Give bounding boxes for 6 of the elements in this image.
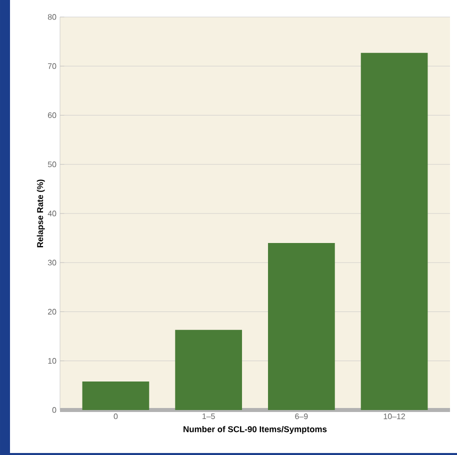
bar: [360, 52, 428, 410]
y-axis-title: Relapse Rate (%): [36, 180, 45, 248]
bar: [175, 330, 242, 410]
bar: [82, 381, 150, 410]
bar: [268, 242, 335, 410]
x-axis-title: Number of SCL-90 Items/Symptoms: [184, 426, 327, 434]
